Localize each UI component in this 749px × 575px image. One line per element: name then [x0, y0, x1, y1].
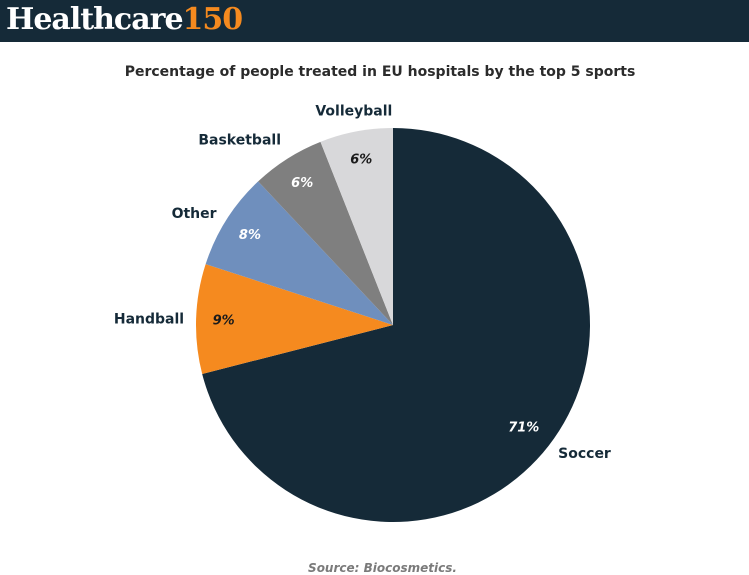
- pie-value-label-basketball: 6%: [291, 176, 313, 191]
- chart-title: Percentage of people treated in EU hospi…: [124, 64, 636, 80]
- pie-category-label-volleyball: Volleyball: [315, 104, 392, 120]
- header-bar: Healthcare150: [0, 0, 749, 42]
- pie-category-label-basketball: Basketball: [198, 133, 281, 149]
- brand-logo-word: Healthcare: [6, 2, 184, 37]
- brand-logo-number: 150: [182, 2, 244, 37]
- pie-value-label-other: 8%: [239, 228, 261, 243]
- pie-category-label-other: Other: [172, 206, 217, 222]
- brand-logo: Healthcare150: [6, 0, 244, 42]
- pie-value-label-volleyball: 6%: [350, 153, 372, 168]
- pie-slice-handball: [196, 264, 393, 374]
- pie-slice-volleyball: [320, 128, 393, 325]
- pie-slice-basketball: [258, 141, 393, 325]
- source-note: Source: Biocosmetics.: [308, 561, 457, 575]
- pie-value-label-handball: 9%: [213, 314, 235, 329]
- pie-category-label-handball: Handball: [114, 311, 184, 327]
- pie-value-label-soccer: 71%: [508, 420, 539, 435]
- pie-slice-soccer: [202, 128, 591, 522]
- pie-slice-other: [205, 181, 393, 325]
- pie-category-label-soccer: Soccer: [558, 446, 611, 462]
